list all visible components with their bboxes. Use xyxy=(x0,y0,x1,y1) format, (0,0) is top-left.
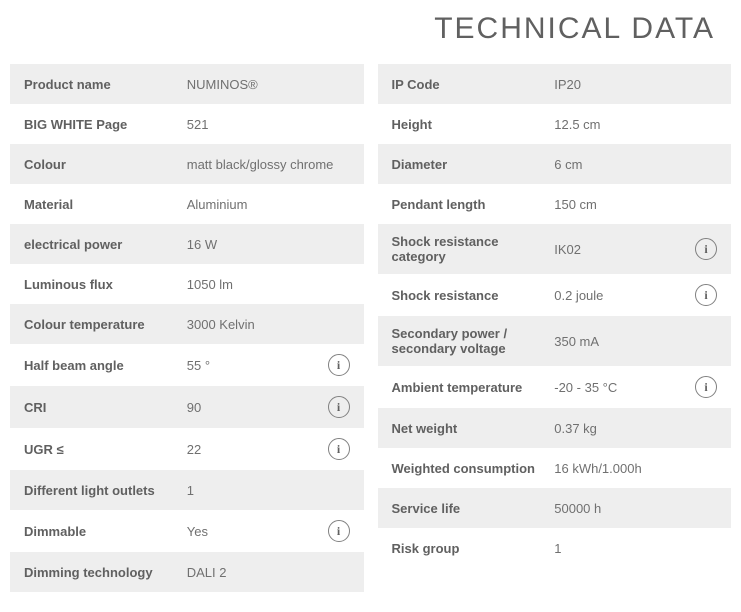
spec-row: Weighted consumption16 kWh/1.000h xyxy=(378,448,732,488)
spec-value: 90 xyxy=(187,400,322,415)
spec-columns: Product nameNUMINOS®BIG WHITE Page521Col… xyxy=(10,64,731,592)
spec-label: BIG WHITE Page xyxy=(24,117,187,132)
info-icon[interactable]: i xyxy=(328,354,350,376)
spec-label: Colour temperature xyxy=(24,317,187,332)
spec-value: 22 xyxy=(187,442,322,457)
spec-value: 6 cm xyxy=(554,157,717,172)
spec-row: Secondary power / secondary voltage350 m… xyxy=(378,316,732,366)
spec-label: Material xyxy=(24,197,187,212)
spec-label: CRI xyxy=(24,400,187,415)
spec-row: BIG WHITE Page521 xyxy=(10,104,364,144)
spec-column-left: Product nameNUMINOS®BIG WHITE Page521Col… xyxy=(10,64,364,592)
spec-value: 1050 lm xyxy=(187,277,350,292)
spec-row: Colourmatt black/glossy chrome xyxy=(10,144,364,184)
page-title: TECHNICAL DATA xyxy=(10,12,731,46)
spec-row: Dimming technologyDALI 2 xyxy=(10,552,364,592)
spec-label: IP Code xyxy=(392,77,555,92)
spec-row: Luminous flux1050 lm xyxy=(10,264,364,304)
spec-value: 1 xyxy=(554,541,717,556)
spec-label: electrical power xyxy=(24,237,187,252)
spec-row: Product nameNUMINOS® xyxy=(10,64,364,104)
spec-value: IK02 xyxy=(554,242,689,257)
spec-value: matt black/glossy chrome xyxy=(187,157,350,172)
spec-value: 350 mA xyxy=(554,334,717,349)
spec-label: Weighted consumption xyxy=(392,461,555,476)
spec-label: Different light outlets xyxy=(24,483,187,498)
spec-value: 1 xyxy=(187,483,350,498)
info-icon[interactable]: i xyxy=(328,396,350,418)
spec-row: Colour temperature3000 Kelvin xyxy=(10,304,364,344)
spec-row: electrical power16 W xyxy=(10,224,364,264)
spec-row: Pendant length150 cm xyxy=(378,184,732,224)
spec-value: 0.37 kg xyxy=(554,421,717,436)
spec-row: IP CodeIP20 xyxy=(378,64,732,104)
spec-row: Half beam angle55 ° i xyxy=(10,344,364,386)
spec-value: Yes xyxy=(187,524,322,539)
spec-row: Risk group1 xyxy=(378,528,732,568)
spec-label: Colour xyxy=(24,157,187,172)
spec-value: 16 kWh/1.000h xyxy=(554,461,717,476)
spec-label: Half beam angle xyxy=(24,358,187,373)
spec-row: Height12.5 cm xyxy=(378,104,732,144)
spec-value: 150 cm xyxy=(554,197,717,212)
spec-value: 50000 h xyxy=(554,501,717,516)
spec-label: Product name xyxy=(24,77,187,92)
spec-value: 16 W xyxy=(187,237,350,252)
spec-label: UGR ≤ xyxy=(24,442,187,457)
spec-label: Pendant length xyxy=(392,197,555,212)
spec-label: Luminous flux xyxy=(24,277,187,292)
spec-label: Height xyxy=(392,117,555,132)
spec-value: 0.2 joule xyxy=(554,288,689,303)
spec-row: CRI90 i xyxy=(10,386,364,428)
spec-label: Net weight xyxy=(392,421,555,436)
spec-label: Diameter xyxy=(392,157,555,172)
spec-label: Dimming technology xyxy=(24,565,187,580)
spec-row: Shock resistance0.2 joule i xyxy=(378,274,732,316)
info-icon[interactable]: i xyxy=(695,284,717,306)
spec-row: Net weight0.37 kg xyxy=(378,408,732,448)
spec-value: Aluminium xyxy=(187,197,350,212)
spec-label: Dimmable xyxy=(24,524,187,539)
spec-value: -20 - 35 °C xyxy=(554,380,689,395)
spec-row: UGR ≤22 i xyxy=(10,428,364,470)
spec-value: DALI 2 xyxy=(187,565,350,580)
spec-row: Different light outlets1 xyxy=(10,470,364,510)
spec-label: Secondary power / secondary voltage xyxy=(392,326,555,356)
spec-row: Diameter6 cm xyxy=(378,144,732,184)
info-icon[interactable]: i xyxy=(695,376,717,398)
spec-value: 55 ° xyxy=(187,358,322,373)
spec-value: 521 xyxy=(187,117,350,132)
spec-row: DimmableYesi xyxy=(10,510,364,552)
spec-row: MaterialAluminium xyxy=(10,184,364,224)
info-icon[interactable]: i xyxy=(328,438,350,460)
spec-value: NUMINOS® xyxy=(187,77,350,92)
spec-value: IP20 xyxy=(554,77,717,92)
spec-row: Service life50000 h xyxy=(378,488,732,528)
spec-row: Ambient temperature-20 - 35 °C i xyxy=(378,366,732,408)
spec-label: Service life xyxy=(392,501,555,516)
spec-column-right: IP CodeIP20Height12.5 cmDiameter6 cmPend… xyxy=(378,64,732,592)
spec-row: Shock resistance categoryIK02 i xyxy=(378,224,732,274)
spec-value: 12.5 cm xyxy=(554,117,717,132)
spec-label: Risk group xyxy=(392,541,555,556)
info-icon[interactable]: i xyxy=(695,238,717,260)
info-icon[interactable]: i xyxy=(328,520,350,542)
spec-label: Shock resistance category xyxy=(392,234,555,264)
spec-label: Ambient temperature xyxy=(392,380,555,395)
spec-label: Shock resistance xyxy=(392,288,555,303)
spec-value: 3000 Kelvin xyxy=(187,317,350,332)
